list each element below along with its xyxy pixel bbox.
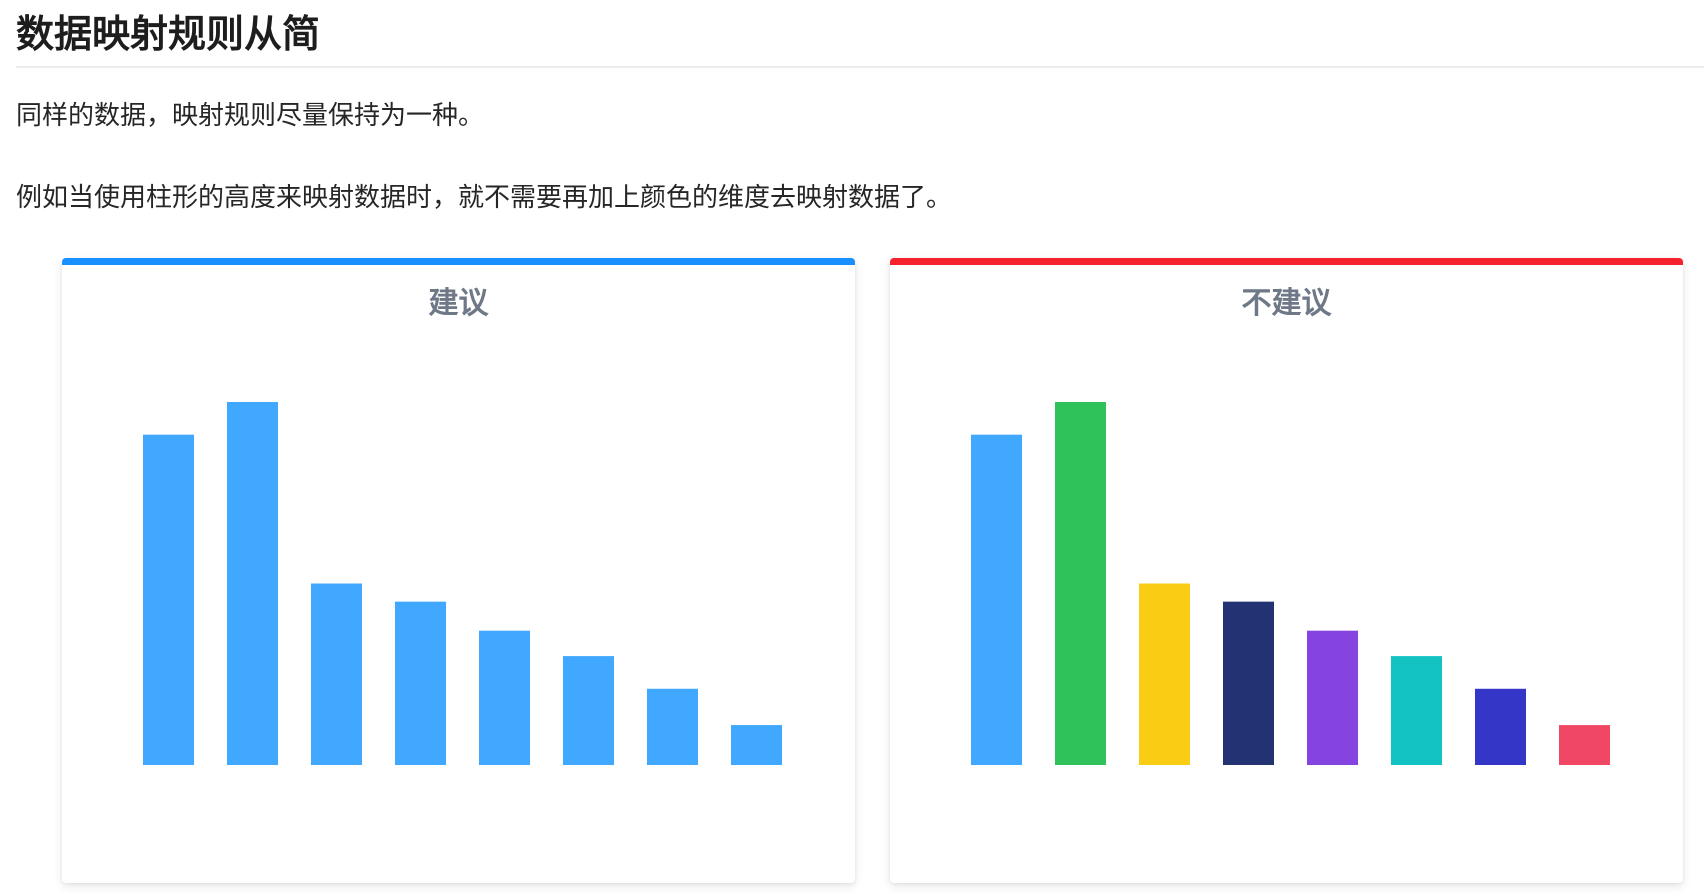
recommended-accent-bar bbox=[62, 258, 855, 265]
intro-paragraph: 同样的数据，映射规则尽量保持为一种。 bbox=[16, 101, 485, 131]
chart-bar bbox=[311, 583, 362, 765]
chart-bar bbox=[1307, 630, 1358, 765]
chart-bar bbox=[563, 656, 614, 765]
example-paragraph: 例如当使用柱形的高度来映射数据时，就不需要再加上颜色的维度去映射数据了。 bbox=[16, 183, 953, 213]
chart-bar bbox=[479, 630, 530, 765]
not-recommended-chart bbox=[971, 402, 1610, 765]
recommended-card: 建议 bbox=[62, 258, 855, 883]
chart-bar bbox=[1391, 656, 1442, 765]
not-recommended-accent-bar bbox=[890, 258, 1683, 265]
recommended-chart bbox=[143, 402, 782, 765]
chart-bar bbox=[1139, 583, 1190, 765]
not-recommended-card: 不建议 bbox=[890, 258, 1683, 883]
chart-bar bbox=[1559, 725, 1610, 765]
page-title: 数据映射规则从简 bbox=[16, 12, 321, 56]
chart-bar bbox=[971, 434, 1022, 765]
chart-bar bbox=[1223, 601, 1274, 765]
chart-bar bbox=[647, 688, 698, 765]
chart-bar bbox=[731, 725, 782, 765]
chart-bar bbox=[227, 402, 278, 765]
not-recommended-title: 不建议 bbox=[1241, 286, 1332, 321]
title-divider bbox=[16, 66, 1704, 68]
chart-bar bbox=[395, 601, 446, 765]
chart-bar bbox=[1055, 402, 1106, 765]
recommended-title: 建议 bbox=[428, 286, 489, 321]
chart-bar bbox=[143, 434, 194, 765]
chart-bar bbox=[1475, 688, 1526, 765]
